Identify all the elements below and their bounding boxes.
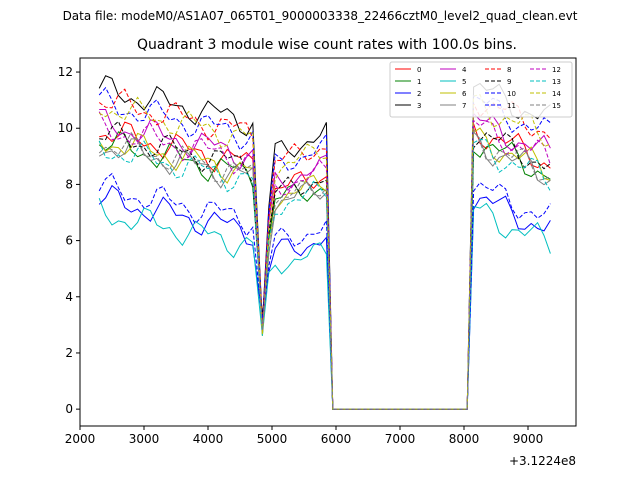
x-tick-label: 7000	[385, 432, 416, 446]
x-tick-label: 4000	[193, 432, 224, 446]
series-line-13	[98, 138, 551, 410]
legend-label-13: 13	[552, 78, 561, 86]
legend-label-1: 1	[417, 78, 421, 86]
legend-label-12: 12	[552, 66, 561, 74]
y-tick-label: 10	[58, 121, 73, 135]
plot-frame	[79, 57, 577, 427]
y-tick-label: 8	[65, 177, 73, 191]
y-tick-label: 4	[65, 290, 73, 304]
chart-suptitle: Data file: modeM0/AS1A07_065T01_90000033…	[63, 9, 578, 23]
legend-label-7: 7	[462, 102, 466, 110]
legend-label-2: 2	[417, 90, 421, 98]
series-line-11	[98, 86, 551, 410]
legend-label-3: 3	[417, 102, 421, 110]
legend-label-6: 6	[462, 90, 467, 98]
y-tick-label: 12	[58, 65, 73, 79]
series-line-2	[98, 184, 551, 410]
y-tick-label: 6	[65, 234, 73, 248]
x-tick-label: 2000	[65, 432, 96, 446]
tick-marks	[76, 71, 529, 430]
legend-label-14: 14	[552, 90, 561, 98]
legend-label-15: 15	[552, 102, 561, 110]
y-tick-label: 0	[65, 402, 73, 416]
legend-label-5: 5	[462, 78, 466, 86]
y-tick-label: 2	[65, 346, 73, 360]
legend-label-4: 4	[462, 66, 467, 74]
tick-labels: 2000 3000 4000 5000 6000 7000 8000 900002468101…	[58, 65, 544, 446]
legend-label-11: 11	[507, 102, 516, 110]
legend-label-9: 9	[507, 78, 511, 86]
legend-label-10: 10	[507, 90, 516, 98]
series-line-12	[98, 111, 551, 410]
series-line-10	[98, 172, 551, 410]
series-line-5	[98, 198, 551, 410]
x-offset-label: +3.1224e8	[509, 454, 576, 468]
x-tick-label: 6000	[321, 432, 352, 446]
series-line-9	[99, 120, 551, 410]
x-tick-label: 9000	[513, 432, 544, 446]
series-line-15	[98, 128, 551, 410]
legend-label-0: 0	[417, 66, 421, 74]
x-tick-label: 5000	[257, 432, 288, 446]
x-tick-label: 8000	[449, 432, 480, 446]
chart-title: Quadrant 3 module wise count rates with …	[137, 37, 517, 53]
legend-label-8: 8	[507, 66, 511, 74]
x-tick-label: 3000	[129, 432, 160, 446]
legend-box	[389, 61, 573, 118]
